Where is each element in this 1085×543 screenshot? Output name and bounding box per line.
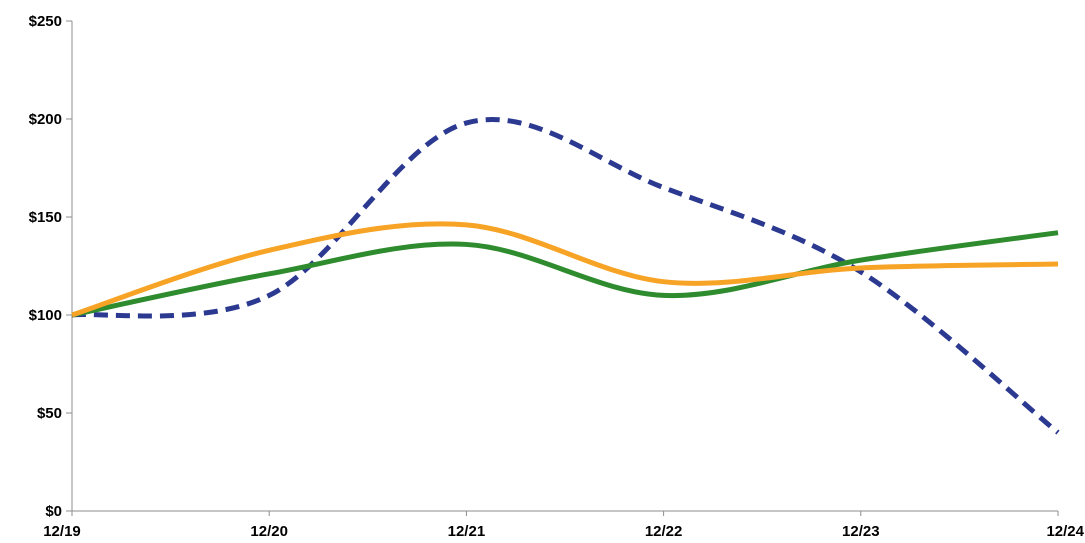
x-tick-label: 12/19 bbox=[43, 523, 81, 540]
series-line-1 bbox=[71, 117, 1060, 435]
y-tick-label: $250 bbox=[29, 13, 62, 30]
x-tick-label: 12/22 bbox=[645, 523, 683, 540]
chart-axes bbox=[71, 21, 1058, 512]
series-line-3 bbox=[71, 221, 1059, 318]
y-tick-group: $0 $50 $100 $150 $200 $250 bbox=[29, 13, 72, 520]
y-tick-label: $150 bbox=[29, 209, 62, 226]
y-tick-label: $0 bbox=[45, 503, 62, 520]
x-tick-group: 12/19 12/20 12/21 12/22 12/23 12/24 bbox=[43, 511, 1085, 540]
x-tick-label: 12/24 bbox=[1046, 523, 1084, 540]
y-tick-label: $200 bbox=[29, 111, 62, 128]
x-tick-label: 12/21 bbox=[448, 523, 486, 540]
x-tick-label: 12/23 bbox=[842, 523, 880, 540]
y-tick-label: $100 bbox=[29, 307, 62, 324]
x-tick-label: 12/20 bbox=[250, 523, 288, 540]
series-line-2 bbox=[71, 230, 1059, 318]
y-tick-label: $50 bbox=[37, 405, 62, 422]
series-group bbox=[71, 117, 1060, 435]
